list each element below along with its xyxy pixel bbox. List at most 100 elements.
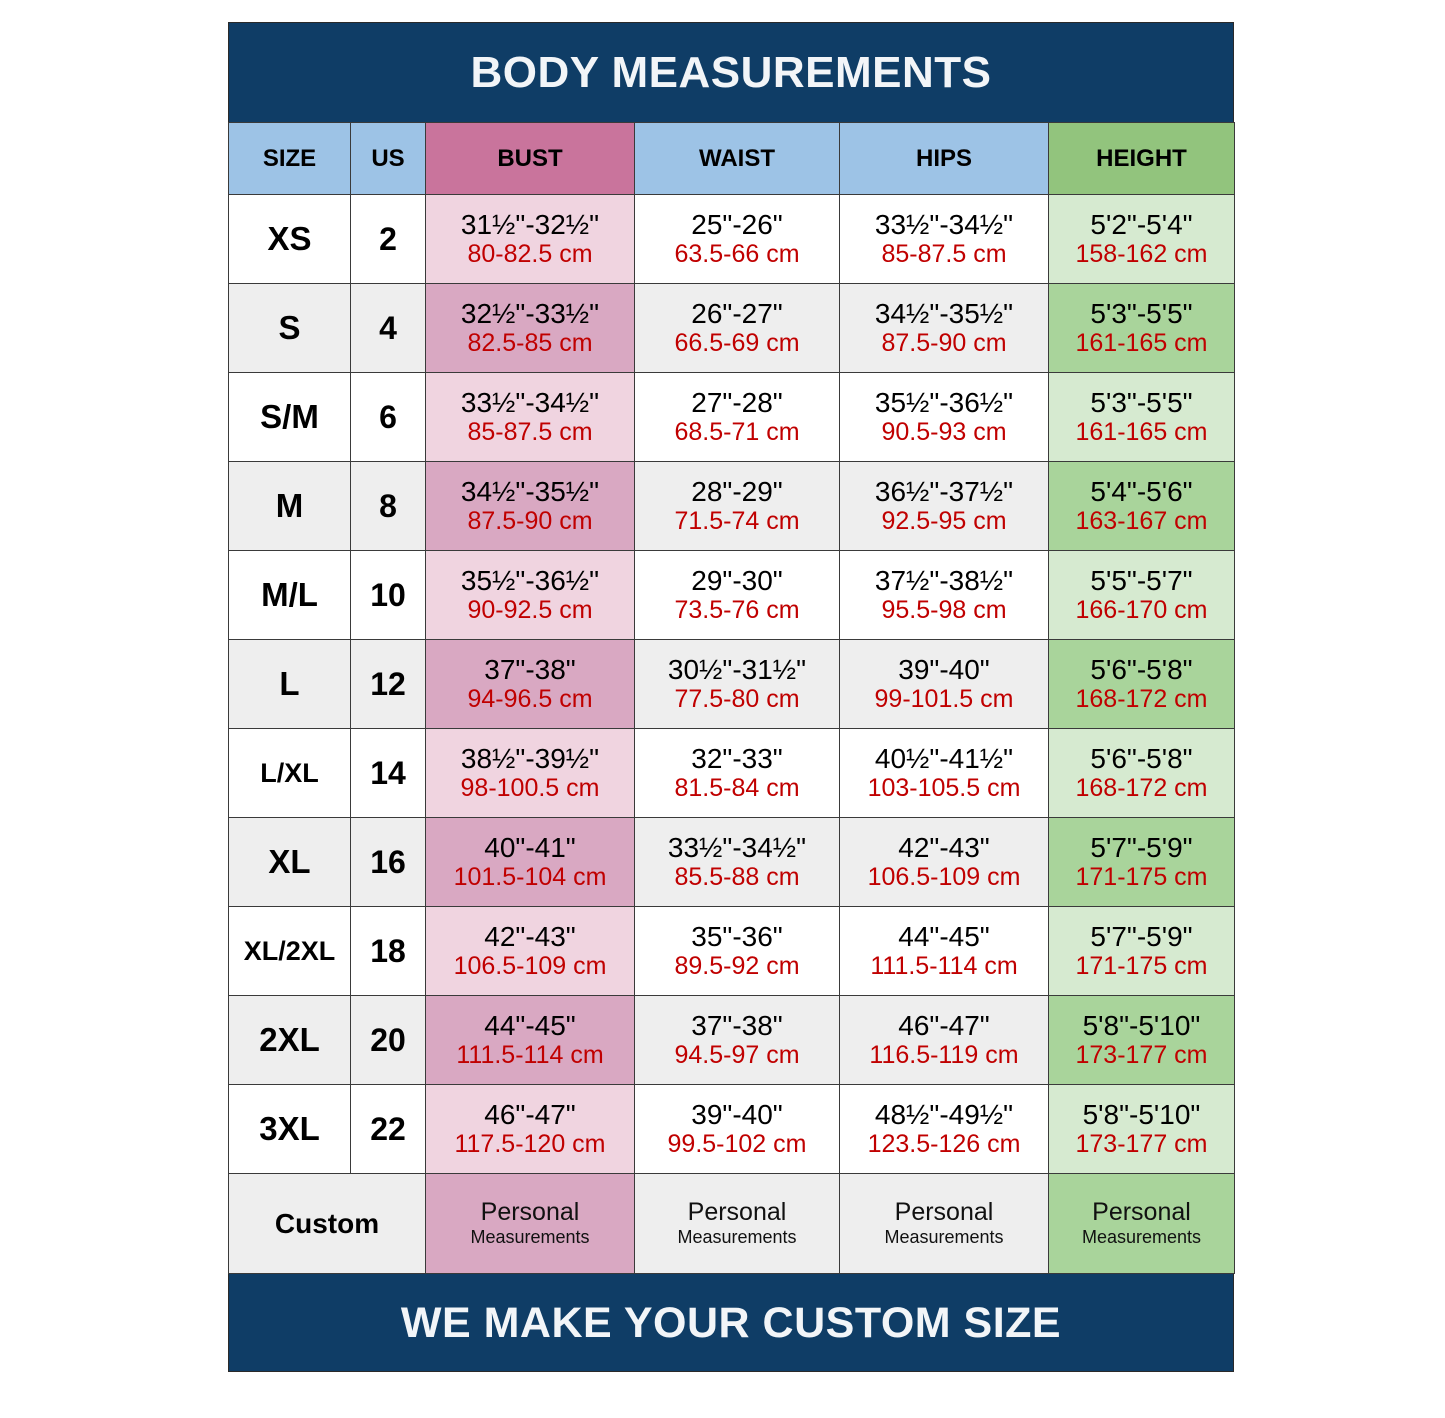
height-measurement: 5'8"-5'10" 173-177 cm (1048, 995, 1235, 1085)
bust-measurement-cm: 98-100.5 cm (460, 774, 600, 803)
hips-measurement-cm: 99-101.5 cm (874, 685, 1014, 714)
waist-measurement-cm: 71.5-74 cm (674, 507, 800, 536)
hips-measurement: 39"-40" 99-101.5 cm (839, 639, 1049, 729)
height-measurement-inches: 5'8"-5'10" (1082, 1098, 1201, 1130)
table-row: 3XL 22 46"-47" 117.5-120 cm 39"-40" 99.5-102 … (228, 1084, 1235, 1174)
height-measurement-cm: 168-172 cm (1075, 774, 1208, 803)
hips-measurement-inches: 35½"-36½" (874, 386, 1014, 418)
bust-measurement: 35½"-36½" 90-92.5 cm (425, 550, 635, 640)
waist-measurement-inches: 39"-40" (691, 1098, 783, 1130)
table-body: XS 2 31½"-32½" 80-82.5 cm 25"-26" 63.5-66 cm 3… (228, 194, 1235, 1274)
height-measurement-inches: 5'2"-5'4" (1090, 208, 1193, 240)
hips-measurement-inches: 46"-47" (898, 1009, 990, 1041)
height-measurement-cm: 171-175 cm (1075, 952, 1208, 981)
bust-measurement: 31½"-32½" 80-82.5 cm (425, 194, 635, 284)
height-measurement-inches: 5'6"-5'8" (1090, 653, 1193, 685)
bust-measurement-inches: 34½"-35½" (460, 475, 600, 507)
custom-waist-field-title: Personal (687, 1198, 787, 1227)
bust-measurement-cm: 111.5-114 cm (456, 1041, 604, 1070)
height-measurement-cm: 168-172 cm (1075, 685, 1208, 714)
bust-measurement-cm: 106.5-109 cm (453, 952, 607, 981)
custom-bust-field-title: Personal (480, 1198, 580, 1227)
hips-measurement-cm: 111.5-114 cm (870, 952, 1018, 981)
bust-measurement-cm: 87.5-90 cm (467, 507, 593, 536)
table-row: 2XL 20 44"-45" 111.5-114 cm 37"-38" 94.5-97 c… (228, 995, 1235, 1085)
bust-measurement-cm: 117.5-120 cm (454, 1130, 606, 1159)
hips-measurement-inches: 40½"-41½" (874, 742, 1014, 774)
waist-measurement-inches: 33½"-34½" (667, 831, 807, 863)
custom-waist-field[interactable]: Personal Measurements (634, 1173, 840, 1274)
height-measurement: 5'3"-5'5" 161-165 cm (1048, 283, 1235, 373)
table-row: L/XL 14 38½"-39½" 98-100.5 cm 32"-33" 81.5-84… (228, 728, 1235, 818)
waist-measurement: 39"-40" 99.5-102 cm (634, 1084, 840, 1174)
us-size: 18 (350, 906, 426, 996)
table-row: L 12 37"-38" 94-96.5 cm 30½"-31½" 77.5-80 cm 3… (228, 639, 1235, 729)
bust-measurement-inches: 35½"-36½" (460, 564, 600, 596)
table-row: S 4 32½"-33½" 82.5-85 cm 26"-27" 66.5-69 cm 34… (228, 283, 1235, 373)
hips-measurement-cm: 95.5-98 cm (881, 596, 1007, 625)
us-size: 22 (350, 1084, 426, 1174)
hips-measurement-cm: 116.5-119 cm (869, 1041, 1019, 1070)
hips-measurement: 44"-45" 111.5-114 cm (839, 906, 1049, 996)
bust-measurement: 40"-41" 101.5-104 cm (425, 817, 635, 907)
us-size: 14 (350, 728, 426, 818)
waist-measurement-inches: 25"-26" (691, 208, 783, 240)
custom-height-field[interactable]: Personal Measurements (1048, 1173, 1235, 1274)
height-measurement-inches: 5'7"-5'9" (1090, 920, 1193, 952)
custom-size-row[interactable]: Custom Personal Measurements Personal Measur… (228, 1173, 1235, 1274)
waist-measurement-inches: 30½"-31½" (667, 653, 807, 685)
bust-measurement-inches: 38½"-39½" (460, 742, 600, 774)
height-measurement: 5'4"-5'6" 163-167 cm (1048, 461, 1235, 551)
hips-measurement: 42"-43" 106.5-109 cm (839, 817, 1049, 907)
waist-measurement-inches: 27"-28" (691, 386, 783, 418)
hips-measurement: 37½"-38½" 95.5-98 cm (839, 550, 1049, 640)
bust-measurement-inches: 44"-45" (484, 1009, 576, 1041)
waist-measurement-cm: 66.5-69 cm (674, 329, 800, 358)
waist-measurement: 26"-27" 66.5-69 cm (634, 283, 840, 373)
custom-bust-field[interactable]: Personal Measurements (425, 1173, 635, 1274)
size-label: XS (228, 194, 351, 284)
bust-measurement-cm: 101.5-104 cm (453, 863, 607, 892)
height-measurement-cm: 163-167 cm (1075, 507, 1208, 536)
waist-measurement-inches: 35"-36" (691, 920, 783, 952)
height-measurement-cm: 171-175 cm (1075, 863, 1208, 892)
waist-measurement: 27"-28" 68.5-71 cm (634, 372, 840, 462)
waist-measurement-inches: 29"-30" (691, 564, 783, 596)
custom-bust-field-subtitle: Measurements (470, 1227, 590, 1248)
bust-measurement: 42"-43" 106.5-109 cm (425, 906, 635, 996)
waist-measurement-cm: 73.5-76 cm (674, 596, 800, 625)
waist-measurement-cm: 63.5-66 cm (674, 240, 800, 269)
custom-label: Custom (228, 1173, 426, 1274)
height-measurement-cm: 161-165 cm (1075, 329, 1208, 358)
waist-measurement-cm: 85.5-88 cm (674, 863, 800, 892)
column-header-waist: WAIST (634, 122, 840, 195)
height-measurement: 5'7"-5'9" 171-175 cm (1048, 817, 1235, 907)
height-measurement-inches: 5'5"-5'7" (1090, 564, 1193, 596)
height-measurement-inches: 5'6"-5'8" (1090, 742, 1193, 774)
hips-measurement-inches: 39"-40" (898, 653, 990, 685)
bust-measurement-inches: 37"-38" (484, 653, 576, 685)
header-banner: BODY MEASUREMENTS (228, 22, 1234, 122)
hips-measurement: 48½"-49½" 123.5-126 cm (839, 1084, 1049, 1174)
table-row: S/M 6 33½"-34½" 85-87.5 cm 27"-28" 68.5-71 cm… (228, 372, 1235, 462)
us-size: 12 (350, 639, 426, 729)
custom-hips-field[interactable]: Personal Measurements (839, 1173, 1049, 1274)
custom-height-field-title: Personal (1092, 1198, 1191, 1227)
hips-measurement-inches: 33½"-34½" (874, 208, 1014, 240)
hips-measurement: 46"-47" 116.5-119 cm (839, 995, 1049, 1085)
bust-measurement: 34½"-35½" 87.5-90 cm (425, 461, 635, 551)
size-label: S/M (228, 372, 351, 462)
waist-measurement-cm: 89.5-92 cm (674, 952, 800, 981)
column-header-bust: BUST (425, 122, 635, 195)
bust-measurement-inches: 42"-43" (484, 920, 576, 952)
hips-measurement-cm: 85-87.5 cm (881, 240, 1007, 269)
bust-measurement-inches: 40"-41" (484, 831, 576, 863)
table-row: M 8 34½"-35½" 87.5-90 cm 28"-29" 71.5-74 cm 36… (228, 461, 1235, 551)
table-header: SIZE US BUST WAIST HIPS HEIGHT (228, 122, 1235, 195)
custom-hips-field-subtitle: Measurements (884, 1227, 1004, 1248)
bust-measurement: 44"-45" 111.5-114 cm (425, 995, 635, 1085)
column-header-height: HEIGHT (1048, 122, 1235, 195)
hips-measurement-cm: 103-105.5 cm (867, 774, 1021, 803)
height-measurement-cm: 173-177 cm (1075, 1041, 1208, 1070)
us-size: 8 (350, 461, 426, 551)
